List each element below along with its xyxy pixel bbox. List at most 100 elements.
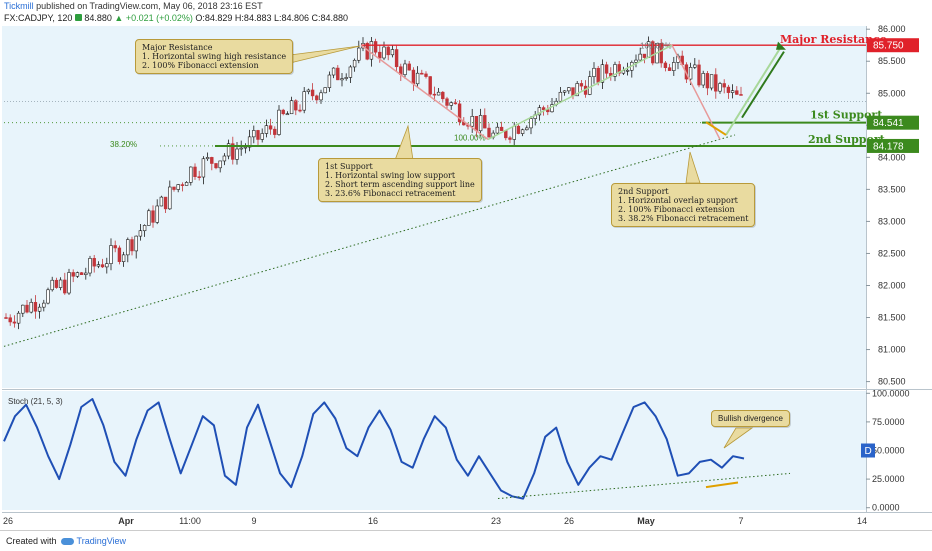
- candle-body: [114, 246, 117, 248]
- candle-body: [194, 167, 197, 177]
- candle-body: [433, 94, 436, 95]
- candle-body: [345, 77, 348, 78]
- candle-body: [450, 103, 453, 106]
- note-line: 2. 100% Fibonacci extension: [142, 61, 286, 70]
- candle-body: [370, 41, 373, 59]
- candle-body: [173, 187, 176, 190]
- candle-body: [315, 96, 318, 100]
- candle-body: [156, 206, 159, 222]
- candle-body: [311, 90, 314, 96]
- candle-body: [425, 74, 428, 77]
- candle-body: [332, 68, 335, 75]
- candle-body: [639, 54, 642, 60]
- candle-body: [500, 127, 503, 130]
- price-tick-label: 84.000: [878, 152, 906, 162]
- candle-body: [21, 305, 24, 313]
- price-level-label: 85.750: [873, 41, 904, 52]
- candle-body: [668, 68, 671, 71]
- candle-body: [446, 99, 449, 106]
- candle-body: [727, 87, 730, 93]
- price-tick-label: 85.000: [878, 88, 906, 98]
- candle-body: [299, 110, 302, 111]
- candle-body: [105, 264, 108, 267]
- candle-body: [391, 50, 394, 55]
- candle-body: [672, 62, 675, 70]
- candle-body: [181, 185, 184, 186]
- candle-body: [160, 197, 163, 206]
- candle-body: [164, 197, 167, 209]
- candle-body: [496, 127, 499, 133]
- candle-body: [93, 258, 96, 266]
- price-tick-label: 81.500: [878, 313, 906, 323]
- candle-body: [101, 265, 104, 267]
- candle-body: [706, 73, 709, 88]
- candle-body: [278, 110, 281, 134]
- candle-body: [55, 280, 58, 287]
- candle-body: [605, 65, 608, 74]
- candle-body: [76, 273, 79, 277]
- candle-body: [517, 126, 520, 133]
- note-bullish-divergence: Bullish divergence: [711, 410, 790, 427]
- note-major-resistance: Major Resistance 1. Horizontal swing high…: [135, 39, 293, 74]
- candle-body: [404, 64, 407, 75]
- candle-body: [559, 92, 562, 101]
- candle-body: [702, 73, 705, 85]
- candle-body: [643, 54, 646, 57]
- candle-body: [383, 47, 386, 58]
- candle-body: [395, 50, 398, 67]
- candle-body: [252, 130, 255, 136]
- candle-body: [118, 248, 121, 262]
- candle-body: [215, 163, 218, 167]
- candle-body: [244, 147, 247, 148]
- x-tick-label: May: [637, 516, 655, 526]
- candle-body: [13, 322, 16, 323]
- chart-svg[interactable]: 86.00085.50085.00084.50084.00083.50083.0…: [0, 0, 932, 530]
- candle-body: [147, 211, 150, 226]
- candle-body: [635, 60, 638, 62]
- candle-body: [265, 126, 268, 134]
- footer-brand[interactable]: TradingView: [77, 536, 127, 546]
- price-tick-label: 82.500: [878, 248, 906, 258]
- candle-body: [731, 91, 734, 93]
- candle-body: [719, 84, 722, 92]
- candle-body: [740, 94, 743, 95]
- candle-body: [80, 273, 83, 275]
- price-tick-label: 83.500: [878, 184, 906, 194]
- candle-body: [416, 73, 419, 84]
- note-line: 2. 100% Fibonacci extension: [618, 205, 748, 214]
- price-tick-label: 83.000: [878, 216, 906, 226]
- candle-body: [349, 67, 352, 77]
- stoch-tick-label: 50.0000: [872, 446, 905, 456]
- candle-body: [257, 130, 260, 139]
- candle-body: [735, 91, 738, 95]
- candle-body: [336, 68, 339, 80]
- price-level-label: 84.541: [873, 118, 904, 129]
- x-tick-label: Apr: [118, 516, 134, 526]
- candle-body: [710, 75, 713, 88]
- candle-body: [59, 280, 62, 288]
- candle-body: [437, 92, 440, 95]
- candle-body: [698, 65, 701, 85]
- x-tick-label: 26: [564, 516, 574, 526]
- candle-body: [714, 75, 717, 92]
- candle-body: [42, 303, 45, 307]
- candle-body: [135, 236, 138, 251]
- candle-body: [567, 88, 570, 91]
- candle-body: [47, 290, 50, 303]
- candle-body: [122, 255, 125, 262]
- candle-body: [63, 280, 66, 293]
- candle-body: [26, 305, 29, 312]
- candle-body: [504, 131, 507, 138]
- price-tick-label: 82.000: [878, 280, 906, 290]
- candle-body: [626, 70, 629, 71]
- note-second-support: 2nd Support 1. Horizontal overlap support…: [611, 183, 755, 227]
- candle-body: [429, 77, 432, 95]
- x-tick-label: 9: [251, 516, 256, 526]
- candle-body: [72, 272, 75, 276]
- note-line: 3. 38.2% Fibonacci retracement: [618, 214, 748, 223]
- note-first-support: 1st Support 1. Horizontal swing low suppo…: [318, 158, 482, 202]
- candle-body: [580, 83, 583, 86]
- candle-body: [152, 211, 155, 223]
- note-title: 1st Support: [325, 162, 475, 171]
- x-tick-label: 23: [491, 516, 501, 526]
